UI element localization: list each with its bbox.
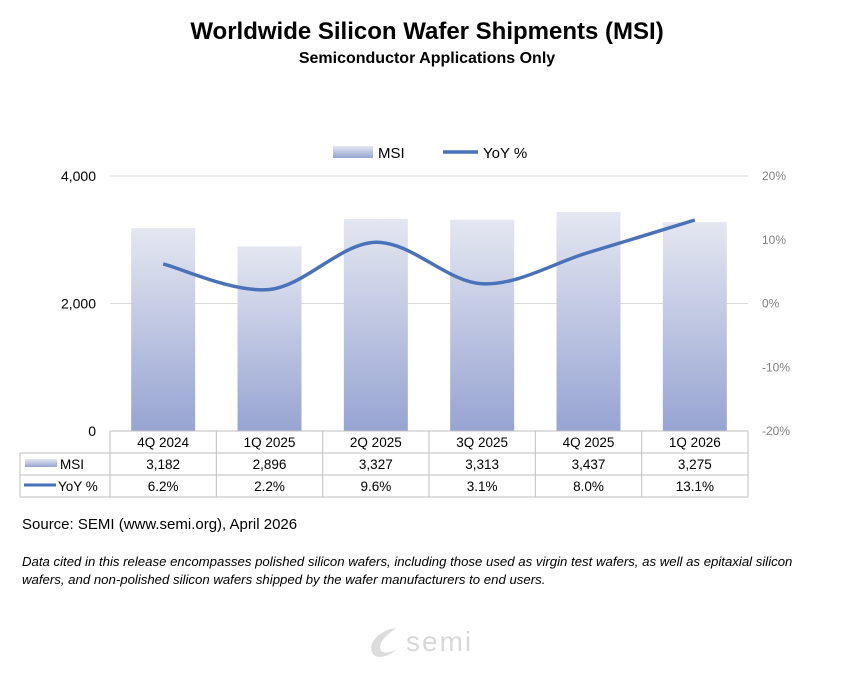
right-tick-label: 10% (762, 233, 786, 247)
logo-wordmark: semi (406, 626, 474, 657)
data-label-yoy: 9.6% (360, 479, 391, 494)
category-label: 1Q 2025 (244, 435, 296, 450)
bar-msi (556, 211, 621, 431)
bar-msi (131, 228, 196, 431)
data-label-msi: 3,437 (572, 457, 606, 472)
bar-msi (343, 218, 408, 431)
chart-subtitle: Semiconductor Applications Only (298, 50, 556, 67)
line-yoy (162, 218, 696, 292)
footnote: Data cited in this release encompasses p… (22, 554, 793, 587)
legend-label-yoy: YoY % (483, 145, 527, 162)
semi-swoosh-icon (371, 628, 398, 657)
data-label-yoy: 6.2% (148, 479, 179, 494)
chart-svg: 0 2,000 4,000 -20% -10% 0% 10% 20% MSI YoY % 4Q 20… (19, 145, 790, 498)
category-label: 4Q 2025 (563, 435, 615, 450)
right-tick-label: -20% (762, 424, 790, 438)
left-tick-label: 2,000 (61, 296, 96, 312)
data-label-msi: 3,313 (465, 457, 499, 472)
semi-logo: semi (366, 624, 496, 664)
data-label-msi: 3,327 (359, 457, 393, 472)
source-text: Source: SEMI (www.semi.org), April 2026 (22, 516, 298, 533)
bar-msi (662, 222, 727, 431)
legend-swatch-msi (333, 146, 373, 158)
category-label: 2Q 2025 (350, 435, 402, 450)
right-tick-label: 0% (762, 297, 780, 311)
bar-msi (450, 219, 515, 431)
data-label-yoy: 2.2% (254, 479, 285, 494)
left-tick-label: 4,000 (61, 168, 96, 184)
table-row-label-yoy: YoY % (58, 479, 98, 494)
data-label-yoy: 13.1% (676, 479, 714, 494)
data-label-msi: 2,896 (253, 457, 287, 472)
data-label-yoy: 3.1% (467, 479, 498, 494)
category-label: 1Q 2026 (669, 435, 721, 450)
left-tick-label: 0 (88, 423, 96, 439)
bar-msi (237, 246, 302, 431)
category-label: 4Q 2024 (137, 435, 189, 450)
table-row-label-msi: MSI (60, 457, 84, 472)
chart-title: Worldwide Silicon Wafer Shipments (MSI) (190, 18, 664, 45)
table-key-msi (25, 459, 57, 467)
data-label-msi: 3,275 (678, 457, 712, 472)
data-label-msi: 3,182 (146, 457, 180, 472)
category-label: 3Q 2025 (456, 435, 508, 450)
legend-label-msi: MSI (378, 145, 405, 162)
data-label-yoy: 8.0% (573, 479, 604, 494)
right-tick-label: -10% (762, 360, 790, 374)
right-tick-label: 20% (762, 169, 786, 183)
